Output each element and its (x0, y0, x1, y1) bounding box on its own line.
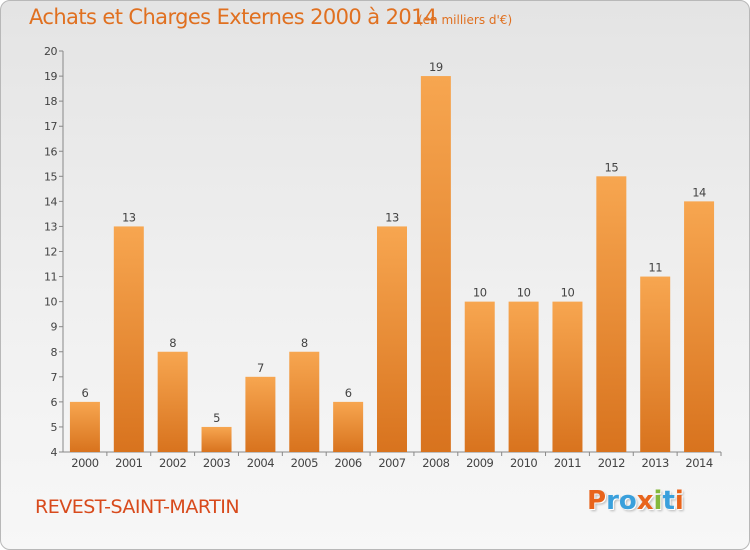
bar-value-label: 6 (345, 386, 352, 400)
y-tick-label: 16 (44, 145, 57, 158)
x-tick-label: 2009 (466, 456, 493, 470)
y-tick-label: 13 (44, 220, 57, 233)
x-tick-label: 2005 (291, 456, 318, 470)
x-tick-label: 2002 (159, 456, 186, 470)
x-tick-label: 2001 (115, 456, 142, 470)
bar (289, 351, 320, 452)
bar (640, 276, 671, 452)
y-tick-label: 10 (44, 296, 57, 309)
bar-value-label: 5 (213, 411, 220, 425)
bar-value-label: 10 (517, 286, 531, 300)
commune-name: REVEST-SAINT-MARTIN (35, 496, 240, 518)
y-tick-label: 12 (44, 246, 57, 259)
logo-letter: i (674, 486, 684, 516)
x-tick-label: 2003 (203, 456, 230, 470)
chart-labels: 6 2000 13 2001 8 2002 5 2003 7 2004 8 2005 6 2006 13 20… (71, 60, 713, 470)
logo-letter: i (653, 486, 663, 516)
chart-bars (69, 76, 715, 452)
y-tick-label: 17 (44, 120, 57, 133)
bar-value-label: 19 (429, 60, 443, 74)
x-tick-label: 2012 (598, 456, 625, 470)
bar-value-label: 10 (561, 286, 575, 300)
y-tick-label: 15 (44, 170, 57, 183)
bar (596, 176, 627, 452)
bar (420, 76, 451, 452)
x-tick-label: 2008 (422, 456, 449, 470)
y-tick-label: 7 (51, 371, 58, 384)
x-tick-label: 2011 (554, 456, 581, 470)
bar-value-label: 7 (257, 361, 264, 375)
bar-value-label: 8 (301, 336, 308, 350)
bar-value-label: 15 (605, 160, 619, 174)
y-tick-label: 8 (51, 346, 58, 359)
logo-letter: o (618, 486, 637, 516)
bar (377, 226, 407, 452)
bar-value-label: 14 (692, 185, 706, 199)
bar (684, 201, 715, 452)
bar (552, 301, 583, 452)
x-tick-label: 2000 (71, 456, 98, 470)
y-tick-label: 4 (51, 446, 58, 459)
bar (201, 426, 232, 452)
x-tick-label: 2006 (334, 456, 361, 470)
x-tick-label: 2007 (378, 456, 405, 470)
logo-letter: t (662, 486, 675, 516)
y-tick-label: 11 (44, 271, 57, 284)
bar (157, 351, 188, 452)
bar-value-label: 10 (473, 286, 487, 300)
bar-value-label: 11 (648, 261, 662, 275)
y-tick-label: 6 (51, 396, 58, 409)
x-tick-label: 2014 (685, 456, 712, 470)
bar (508, 301, 539, 452)
logo-letter: r (606, 486, 619, 516)
bar (245, 376, 276, 452)
logo-letter: x (636, 486, 654, 516)
chart-title: Achats et Charges Externes 2000 à 2014 (29, 5, 437, 29)
y-tick-label: 20 (44, 45, 57, 58)
y-tick-label: 14 (44, 195, 57, 208)
x-tick-label: 2004 (247, 456, 274, 470)
proxiti-logo: Proxiti (587, 486, 684, 516)
logo-letter: P (587, 486, 607, 516)
bar (69, 401, 100, 452)
y-tick-label: 5 (51, 421, 58, 434)
bar-value-label: 13 (385, 210, 399, 224)
bar-value-label: 6 (82, 386, 89, 400)
y-tick-label: 9 (51, 321, 58, 334)
bar (464, 301, 495, 452)
bar (113, 226, 144, 452)
x-tick-label: 2010 (510, 456, 537, 470)
bar (333, 401, 364, 452)
bar-value-label: 8 (169, 336, 176, 350)
x-tick-label: 2013 (642, 456, 669, 470)
y-tick-label: 18 (44, 95, 57, 108)
chart-unit: (en milliers d'€) (418, 13, 513, 27)
bar-value-label: 13 (122, 210, 136, 224)
y-tick-label: 19 (44, 70, 57, 83)
